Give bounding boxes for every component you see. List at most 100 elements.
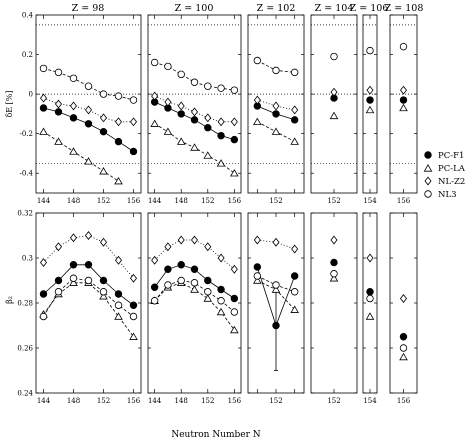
top-panel-2-series-nl-z2-point [217, 117, 225, 127]
bottom-panel-2-series-pc-f1-point [164, 265, 172, 273]
bottom-panel-2-series-nl3-point [217, 297, 225, 305]
top-panel-3-series-nl-z2-point [291, 105, 299, 115]
axes-layer: -0.4 -0.2 0 0.2 0.4 144 148 152 156 144 148 152 156 1… [17, 12, 418, 405]
bottom-panel-4-series-nl-z2-point [330, 235, 338, 245]
bottom-panel-1-series-nl-z2-point [114, 255, 123, 265]
top-panel-5-series-pc-f1-point [366, 96, 374, 104]
bottom-panel-6-series-nl-z2-point [399, 294, 408, 303]
bottom-panel-1-series-nl-z2-point [69, 233, 78, 243]
top-panel-2-x-tick-label: 144 [148, 197, 162, 205]
top-panel-2-series-pc-la-point [203, 151, 213, 159]
panel-title-z106: Z = 106 [350, 3, 389, 14]
panel-title-z100: Z = 100 [175, 3, 214, 14]
bottom-panel-3-series-pc-f1-point [290, 272, 299, 280]
top-panel-2-series-nl-z2-point [190, 107, 199, 117]
bottom-panel-2-series-nl-z2-point [204, 242, 212, 252]
bottom-panel-1-series-nl-z2-point [129, 273, 138, 283]
bottom-y-tick-label: 0.26 [17, 345, 33, 353]
top-panel-2-series-pc-f1-point [230, 135, 239, 144]
bottom-panel-5-series-pc-la-point [365, 312, 375, 320]
legend-marker-nl3 [424, 190, 432, 198]
top-panel-1-series-pc-la-point [84, 157, 93, 165]
top-panel-1-series-nl3-point [84, 82, 93, 90]
top-panel-5-x-tick-label: 154 [363, 197, 377, 205]
bottom-panel-5-series-nl-z2-point [366, 253, 374, 263]
bottom-panel-3-series-nl-z2-point [272, 237, 280, 247]
top-panel-3-series-pc-la-point [253, 117, 262, 125]
legend-label-nl-z2: NL-Z2 [438, 177, 465, 187]
top-panel-3-series-nl3-point [253, 56, 262, 65]
bottom-panel-5-x-tick-label: 154 [363, 397, 377, 405]
bottom-panel-1-series-nl-z2-point [54, 242, 63, 252]
bottom-panel-2-x-tick-label: 152 [201, 397, 214, 405]
top-panel-1-series-pc-f1-point [39, 104, 48, 112]
bottom-panel-2-series-nl-z2-point [217, 253, 225, 263]
top-panel-2-series-nl3-point [230, 86, 239, 94]
top-panel-4-series-nl-z2-point [330, 87, 338, 97]
top-panel-2-series-nl3-point [190, 78, 199, 86]
bottom-panel-1-series-pc-la-point [69, 278, 78, 286]
bottom-panel-5-series-pc-f1-point [366, 288, 374, 296]
top-panel-2-series-nl-z2-point [230, 117, 238, 127]
top-panel-1-x-tick-label: 152 [97, 197, 110, 205]
bottom-panel-2-x-tick-label: 148 [175, 397, 188, 405]
legend-label-pc-f1: PC-F1 [438, 151, 464, 161]
top-panel-2-series-pc-la-point [150, 119, 159, 127]
y-axis-titles: δE [%] β₂ [5, 90, 14, 303]
top-panel-5-series-nl-z2-point [366, 85, 374, 95]
bottom-panel-3-series-nl3-point [272, 281, 280, 289]
top-panel-3-series-pc-la-point [271, 127, 281, 135]
top-panel-1-series-nl-z2-point [69, 101, 78, 111]
bottom-panel-3-series-nl-z2-point [291, 244, 299, 254]
bottom-y-tick-label: 0.32 [17, 210, 33, 218]
top-panel-3-series-nl3-point [272, 66, 280, 75]
panel-title-z108: Z = 108 [385, 3, 424, 14]
top-panel-1-series-nl3-point [54, 68, 63, 77]
bottom-panel-1-series-pc-f1-point [54, 276, 63, 285]
top-panel-3-series-pc-la-point [290, 137, 299, 145]
top-panel-2-series-pc-f1-point [177, 110, 185, 118]
data-layer [39, 42, 408, 371]
top-panel-6-series-nl-z2-point [399, 85, 408, 95]
top-panel-1-series-nl-z2-point [84, 105, 93, 115]
top-panel-2-series-nl-z2-point [204, 113, 212, 123]
top-panel-1-series-pc-f1-point [99, 127, 108, 136]
bottom-panel-2-series-pc-f1-point [217, 285, 225, 294]
bottom-panel-2-series-pc-la-point [230, 325, 239, 334]
bottom-panel-2-series-pc-f1-point [230, 294, 239, 303]
top-panel-1-series-nl-z2-point [54, 99, 63, 109]
top-panel-2-series-nl3-point [150, 58, 159, 67]
top-panel-1-series-pc-f1-point [84, 120, 93, 128]
top-panel-3-series-nl-z2-point [272, 101, 280, 111]
top-panel-1-x-tick-label: 148 [67, 197, 80, 205]
top-panel-2-series-nl-z2-point [177, 101, 185, 111]
top-panel-2-series-nl-z2-point [151, 91, 159, 101]
bottom-y-tick-label: 0.28 [17, 300, 33, 308]
bottom-panel-3-series-pc-f1-point [253, 263, 262, 271]
top-panel-2-series-pc-la-point [176, 137, 186, 145]
bottom-panel-1-series-pc-la-point [129, 332, 138, 340]
bottom-panel-1-series-pc-f1-point [39, 290, 48, 298]
top-panel-2-series-nl3-point [204, 82, 212, 90]
bottom-y-axis-title: β₂ [5, 296, 14, 304]
top-panel-1-series-nl3-point [69, 74, 78, 82]
bottom-panel-3-series-nl3-point [290, 288, 299, 296]
bottom-panel-1-series-nl3-point [99, 288, 108, 296]
top-panel-3-series-nl-z2-point [253, 95, 261, 105]
top-panel-2-series-pc-f1-point [217, 131, 225, 140]
top-panel-1-series-pc-la-point [114, 176, 123, 185]
bottom-panel-3-series-pc-la-point [253, 276, 262, 284]
bottom-panel-1-series-nl3-point [39, 312, 48, 321]
bottom-panel-1-series-nl-z2-point [39, 258, 48, 267]
panel-title-z104: Z = 104 [315, 3, 354, 14]
top-panel-1-series-pc-f1-point [114, 137, 123, 146]
bottom-panel-3-series-pc-f1-point [272, 321, 280, 330]
bottom-panel-2-series-nl3-point [230, 308, 239, 316]
top-panel-6-series-nl3-point [399, 42, 408, 51]
top-panel-1-x-tick-label: 156 [127, 197, 141, 205]
top-panel-3-series-nl-z2-line [257, 99, 295, 111]
bottom-panel-1-series-pc-f1-point [99, 276, 108, 285]
top-panel-2-series-pc-la-point [216, 159, 226, 167]
top-panel-2-series-nl3-point [164, 62, 172, 71]
top-panel-6-x-tick-label: 156 [397, 197, 411, 205]
